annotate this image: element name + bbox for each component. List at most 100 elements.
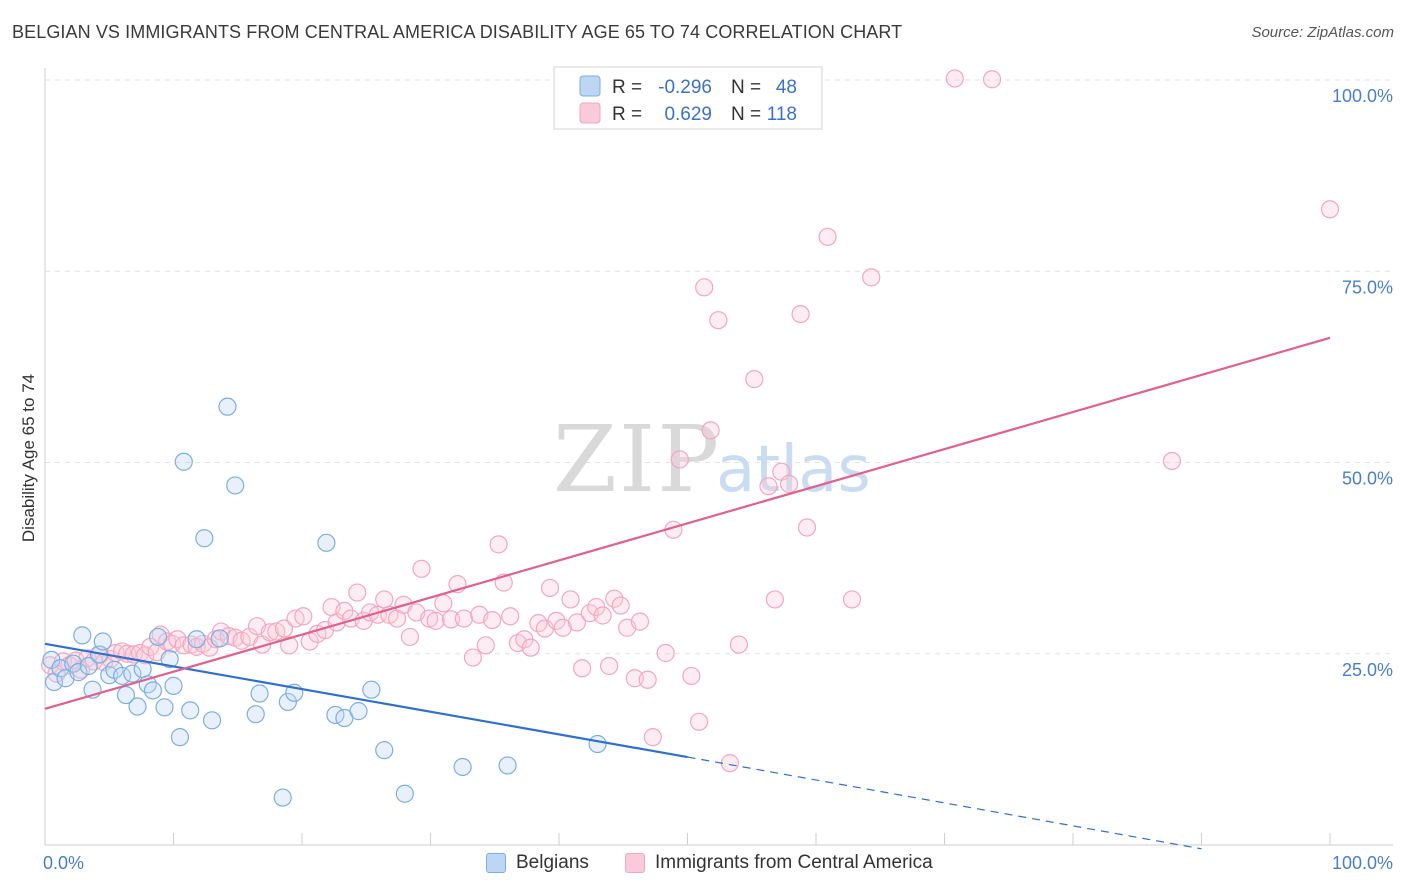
immigrant-point-87 bbox=[600, 656, 619, 676]
stats-n-label-immigrants: N = bbox=[731, 104, 761, 125]
immigrant-point-80 bbox=[553, 618, 572, 637]
belgian-point-7 bbox=[79, 656, 98, 676]
belgian-point-26 bbox=[181, 701, 200, 720]
immigrant-point-66 bbox=[463, 648, 483, 667]
immigrant-point-92 bbox=[630, 612, 650, 631]
belgian-point-47 bbox=[588, 734, 607, 754]
immigrant-point-49 bbox=[348, 583, 367, 602]
immigrant-point-101 bbox=[701, 421, 720, 440]
belgian-point-33 bbox=[246, 705, 265, 724]
trend-line-immigrants bbox=[44, 336, 1331, 710]
belgian-point-24 bbox=[170, 728, 190, 747]
trend-line-belgians-extension bbox=[687, 756, 1202, 850]
belgian-point-20 bbox=[148, 627, 168, 647]
stats-n-value-immigrants: 118 bbox=[767, 104, 797, 125]
immigrant-point-88 bbox=[605, 589, 624, 608]
belgian-point-46 bbox=[498, 756, 517, 775]
y-tick-label-25: 25.0% bbox=[1342, 660, 1393, 680]
immigrant-point-53 bbox=[375, 590, 394, 609]
immigrant-point-102 bbox=[709, 311, 728, 330]
immigrant-point-103 bbox=[720, 754, 740, 773]
immigrant-point-63 bbox=[441, 610, 461, 629]
immigrant-point-83 bbox=[573, 659, 592, 678]
belgian-point-28 bbox=[195, 529, 214, 548]
belgian-point-15 bbox=[123, 664, 142, 683]
immigrant-point-39 bbox=[280, 636, 299, 655]
source-label: Source: ZipAtlas.com bbox=[1251, 24, 1394, 41]
x-ticks bbox=[44, 833, 1331, 845]
axes bbox=[44, 68, 1393, 846]
belgian-point-25 bbox=[174, 452, 193, 471]
immigrant-point-95 bbox=[656, 643, 675, 663]
legend-item-immigrants[interactable]: Immigrants from Central America bbox=[625, 852, 933, 874]
trend-line-belgians bbox=[44, 642, 688, 759]
belgian-point-27 bbox=[187, 630, 206, 649]
y-axis-label: Disability Age 65 to 74 bbox=[19, 374, 38, 542]
legend-marker-immigrants bbox=[625, 853, 645, 873]
immigrant-point-113 bbox=[842, 590, 862, 609]
belgian-point-22 bbox=[160, 650, 179, 669]
immigrant-point-94 bbox=[643, 728, 662, 747]
immigrant-point-106 bbox=[759, 477, 778, 496]
immigrant-point-100 bbox=[695, 278, 714, 297]
gridlines bbox=[45, 79, 1393, 655]
belgian-point-29 bbox=[202, 711, 222, 730]
trend-lines bbox=[44, 336, 1331, 850]
immigrant-point-38 bbox=[274, 619, 294, 638]
immigrant-point-116 bbox=[982, 70, 1002, 89]
immigrant-point-89 bbox=[611, 596, 630, 615]
immigrant-point-59 bbox=[412, 559, 431, 578]
belgian-point-41 bbox=[349, 702, 368, 721]
y-tick-label-75: 75.0% bbox=[1342, 277, 1393, 297]
immigrant-point-65 bbox=[454, 609, 474, 628]
immigrant-point-79 bbox=[547, 611, 566, 630]
stats-legend: R = -0.296 N = 48 R = 0.629 N = 118 bbox=[553, 66, 823, 130]
immigrant-point-62 bbox=[434, 594, 453, 613]
belgian-point-19 bbox=[143, 681, 163, 700]
immigrant-point-36 bbox=[260, 623, 279, 642]
immigrant-point-81 bbox=[561, 590, 580, 609]
chart-title: BELGIAN VS IMMIGRANTS FROM CENTRAL AMERI… bbox=[12, 22, 903, 42]
immigrant-point-112 bbox=[818, 227, 837, 246]
data-points bbox=[41, 69, 1340, 807]
y-tick-labels: 25.0% 50.0% 75.0% 100.0% bbox=[1332, 86, 1393, 680]
belgian-point-36 bbox=[278, 692, 297, 712]
belgian-point-38 bbox=[317, 533, 336, 552]
watermark-zip: ZIP bbox=[553, 406, 721, 513]
immigrant-point-61 bbox=[426, 611, 445, 630]
legend-item-belgians[interactable]: Belgians bbox=[486, 852, 589, 874]
immigrant-point-114 bbox=[862, 268, 881, 287]
y-tick-label-100: 100.0% bbox=[1332, 86, 1393, 106]
legend-swatch-belgians bbox=[579, 75, 601, 97]
legend-swatch-immigrants bbox=[579, 102, 601, 124]
stats-r-label-belgians: R = bbox=[612, 77, 642, 98]
series-legend: Belgians Immigrants from Central America bbox=[0, 852, 1406, 876]
belgian-point-6 bbox=[73, 626, 92, 645]
belgian-point-31 bbox=[218, 397, 237, 416]
immigrant-point-82 bbox=[567, 613, 587, 632]
immigrant-point-109 bbox=[779, 474, 799, 494]
immigrant-point-69 bbox=[483, 610, 502, 630]
immigrant-point-105 bbox=[745, 370, 764, 389]
stats-r-value-immigrants: 0.629 bbox=[664, 104, 712, 125]
immigrant-point-70 bbox=[489, 535, 508, 554]
legend-marker-belgians bbox=[486, 853, 506, 873]
immigrant-point-98 bbox=[682, 666, 701, 686]
immigrant-point-110 bbox=[791, 304, 810, 324]
immigrant-point-72 bbox=[501, 607, 520, 626]
immigrant-point-41 bbox=[294, 607, 313, 626]
watermark-atlas: atlas bbox=[716, 433, 871, 507]
belgian-point-44 bbox=[395, 784, 414, 803]
immigrant-point-104 bbox=[729, 635, 749, 654]
belgian-point-32 bbox=[226, 476, 245, 495]
immigrant-point-99 bbox=[689, 712, 709, 731]
belgian-point-30 bbox=[210, 629, 229, 648]
belgian-point-21 bbox=[155, 698, 174, 717]
belgian-point-16 bbox=[128, 697, 147, 716]
stats-n-label-belgians: N = bbox=[731, 77, 761, 98]
belgian-point-45 bbox=[453, 757, 472, 777]
belgian-point-5 bbox=[69, 663, 88, 682]
stats-r-label-immigrants: R = bbox=[612, 104, 642, 125]
belgian-point-42 bbox=[362, 680, 381, 699]
